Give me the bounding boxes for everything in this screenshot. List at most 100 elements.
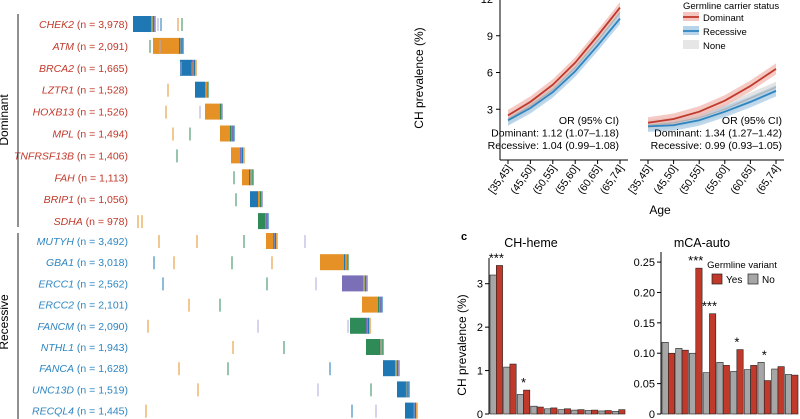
heatmap-edge-stripe xyxy=(276,233,278,249)
legend-entry-recessive: Recessive xyxy=(703,27,747,38)
bar-yes xyxy=(536,406,544,415)
gene-name: RECQL4 xyxy=(32,406,74,418)
or-annotation-line: OR (95% CI) xyxy=(722,115,782,127)
bar-yes xyxy=(563,408,571,415)
y-tick-label: 3 xyxy=(477,279,483,291)
heatmap-edge-stripe xyxy=(195,59,197,76)
legend-entry-dominant: Dominant xyxy=(703,13,744,24)
panel-a-heatmap: CHEK2 (n = 3,978)ATM (n = 2,091)BRCA2 (n… xyxy=(0,14,418,419)
heatmap-edge-stripe xyxy=(240,147,242,164)
heatmap-edge-stripe xyxy=(366,275,368,292)
legend-entry-no: No xyxy=(762,275,775,286)
heatmap-edge-stripe xyxy=(179,37,181,54)
heatmap-block xyxy=(266,233,273,249)
group-label-dominant: Dominant xyxy=(0,94,11,146)
significance-mark: *** xyxy=(702,299,717,314)
heatmap-block xyxy=(383,360,395,377)
x-tick-label: (50,55] xyxy=(677,163,706,197)
or-annotation-line: Recessive: 1.04 (0.99–1.08) xyxy=(488,140,619,152)
heatmap-edge-stripe xyxy=(381,296,383,313)
gene-name: NTHL1 xyxy=(41,342,74,354)
heatmap-edge-stripe xyxy=(264,213,266,230)
gene-name: ATM xyxy=(52,41,75,53)
bar-yes xyxy=(618,409,626,415)
heatmap-block xyxy=(397,381,405,398)
heatmap-edge-stripe xyxy=(363,275,365,292)
heatmap-edge-stripe xyxy=(241,147,243,164)
heatmap-edge-stripe xyxy=(243,147,245,164)
heatmap-edge-stripe xyxy=(204,81,206,98)
heatmap-edge-stripe xyxy=(369,317,371,334)
bar-no xyxy=(716,362,724,415)
heatmap-edge-stripe xyxy=(378,296,380,313)
bar-no xyxy=(612,411,620,415)
gene-count: (n = 2,091) xyxy=(74,41,128,53)
gene-count: (n = 1,628) xyxy=(74,363,128,375)
gene-label-atm: ATM (n = 2,091) xyxy=(52,41,128,53)
heatmap-edge-stripe xyxy=(230,125,232,142)
heatmap-edge-stripe xyxy=(250,169,252,186)
heatmap-edge-stripe xyxy=(274,233,276,249)
y-tick-label: 1 xyxy=(477,366,483,378)
gene-label-sdha: SDHA (n = 978) xyxy=(54,216,128,228)
y-tick-label: 6 xyxy=(487,68,493,80)
significance-mark: * xyxy=(521,375,526,390)
gene-count: (n = 3,492) xyxy=(74,236,128,248)
heatmap-edge-stripe xyxy=(364,275,366,292)
bar-no xyxy=(771,368,779,415)
legend-swatch-bg xyxy=(683,40,699,49)
line-none xyxy=(647,86,777,126)
gene-name: UNC13D xyxy=(32,384,74,396)
heatmap-edge-stripe xyxy=(252,169,254,186)
gene-count: (n = 1,494) xyxy=(74,129,128,141)
gene-name: FAH xyxy=(55,172,76,184)
line-dominant xyxy=(647,68,777,124)
heatmap-block xyxy=(231,147,240,164)
heatmap-edge-stripe xyxy=(219,103,221,120)
heatmap-edge-stripe xyxy=(205,81,207,98)
line-none xyxy=(507,12,621,120)
or-annotation-line: Recessive: 0.99 (0.93–1.05) xyxy=(651,140,782,152)
heatmap-edge-stripe xyxy=(396,360,398,377)
panel-b-line-charts: CH prevalence (%) Age Germline carrier s… xyxy=(412,0,784,217)
legend-entry-none: None xyxy=(703,41,726,52)
group-label-recessive: Recessive xyxy=(0,294,11,350)
bar-no xyxy=(571,409,579,415)
heatmap-block xyxy=(242,169,249,186)
heatmap-edge-stripe xyxy=(380,339,382,355)
line-recessive xyxy=(507,18,621,122)
bar-no xyxy=(544,408,552,415)
bar-yes xyxy=(523,389,531,415)
gene-count: (n = 1,406) xyxy=(74,150,128,162)
heatmap-edge-stripe xyxy=(413,402,415,419)
bar-no xyxy=(675,348,683,415)
bar-yes xyxy=(495,265,503,415)
heatmap-edge-stripe xyxy=(249,169,251,186)
ci-band-dominant xyxy=(508,2,620,121)
x-tick-label: (65,74] xyxy=(754,163,783,197)
gene-label-recql4: RECQL4 (n = 1,445) xyxy=(32,406,128,418)
heatmap-edge-stripe xyxy=(366,317,368,334)
heatmap-block xyxy=(133,16,151,32)
legend-swatch-no xyxy=(747,273,759,285)
heatmap-block xyxy=(258,213,264,230)
gene-count: (n = 1,526) xyxy=(74,107,128,119)
heatmap-block xyxy=(153,37,179,54)
legend-swatch-yes xyxy=(711,273,723,285)
heatmap-edge-stripe xyxy=(152,16,154,32)
heatmap-edge-stripe xyxy=(382,339,384,355)
gene-count: (n = 3,978) xyxy=(74,19,128,31)
bar-yes xyxy=(791,374,799,415)
heatmap-edge-stripe xyxy=(416,402,418,419)
y-tick-label: 9 xyxy=(487,31,493,43)
gene-label-chek2: CHEK2 (n = 3,978) xyxy=(39,19,128,31)
gene-name: ERCC1 xyxy=(38,278,74,290)
bar-yes xyxy=(777,366,785,415)
bar-yes xyxy=(709,313,717,415)
heatmap-edge-stripe xyxy=(347,254,349,271)
gene-count: (n = 2,562) xyxy=(74,278,128,290)
gene-name: FANCA xyxy=(39,363,74,375)
gene-label-brip1: BRIP1 (n = 1,056) xyxy=(44,194,128,206)
heatmap-edge-stripe xyxy=(259,191,261,208)
significance-mark: *** xyxy=(688,253,703,268)
